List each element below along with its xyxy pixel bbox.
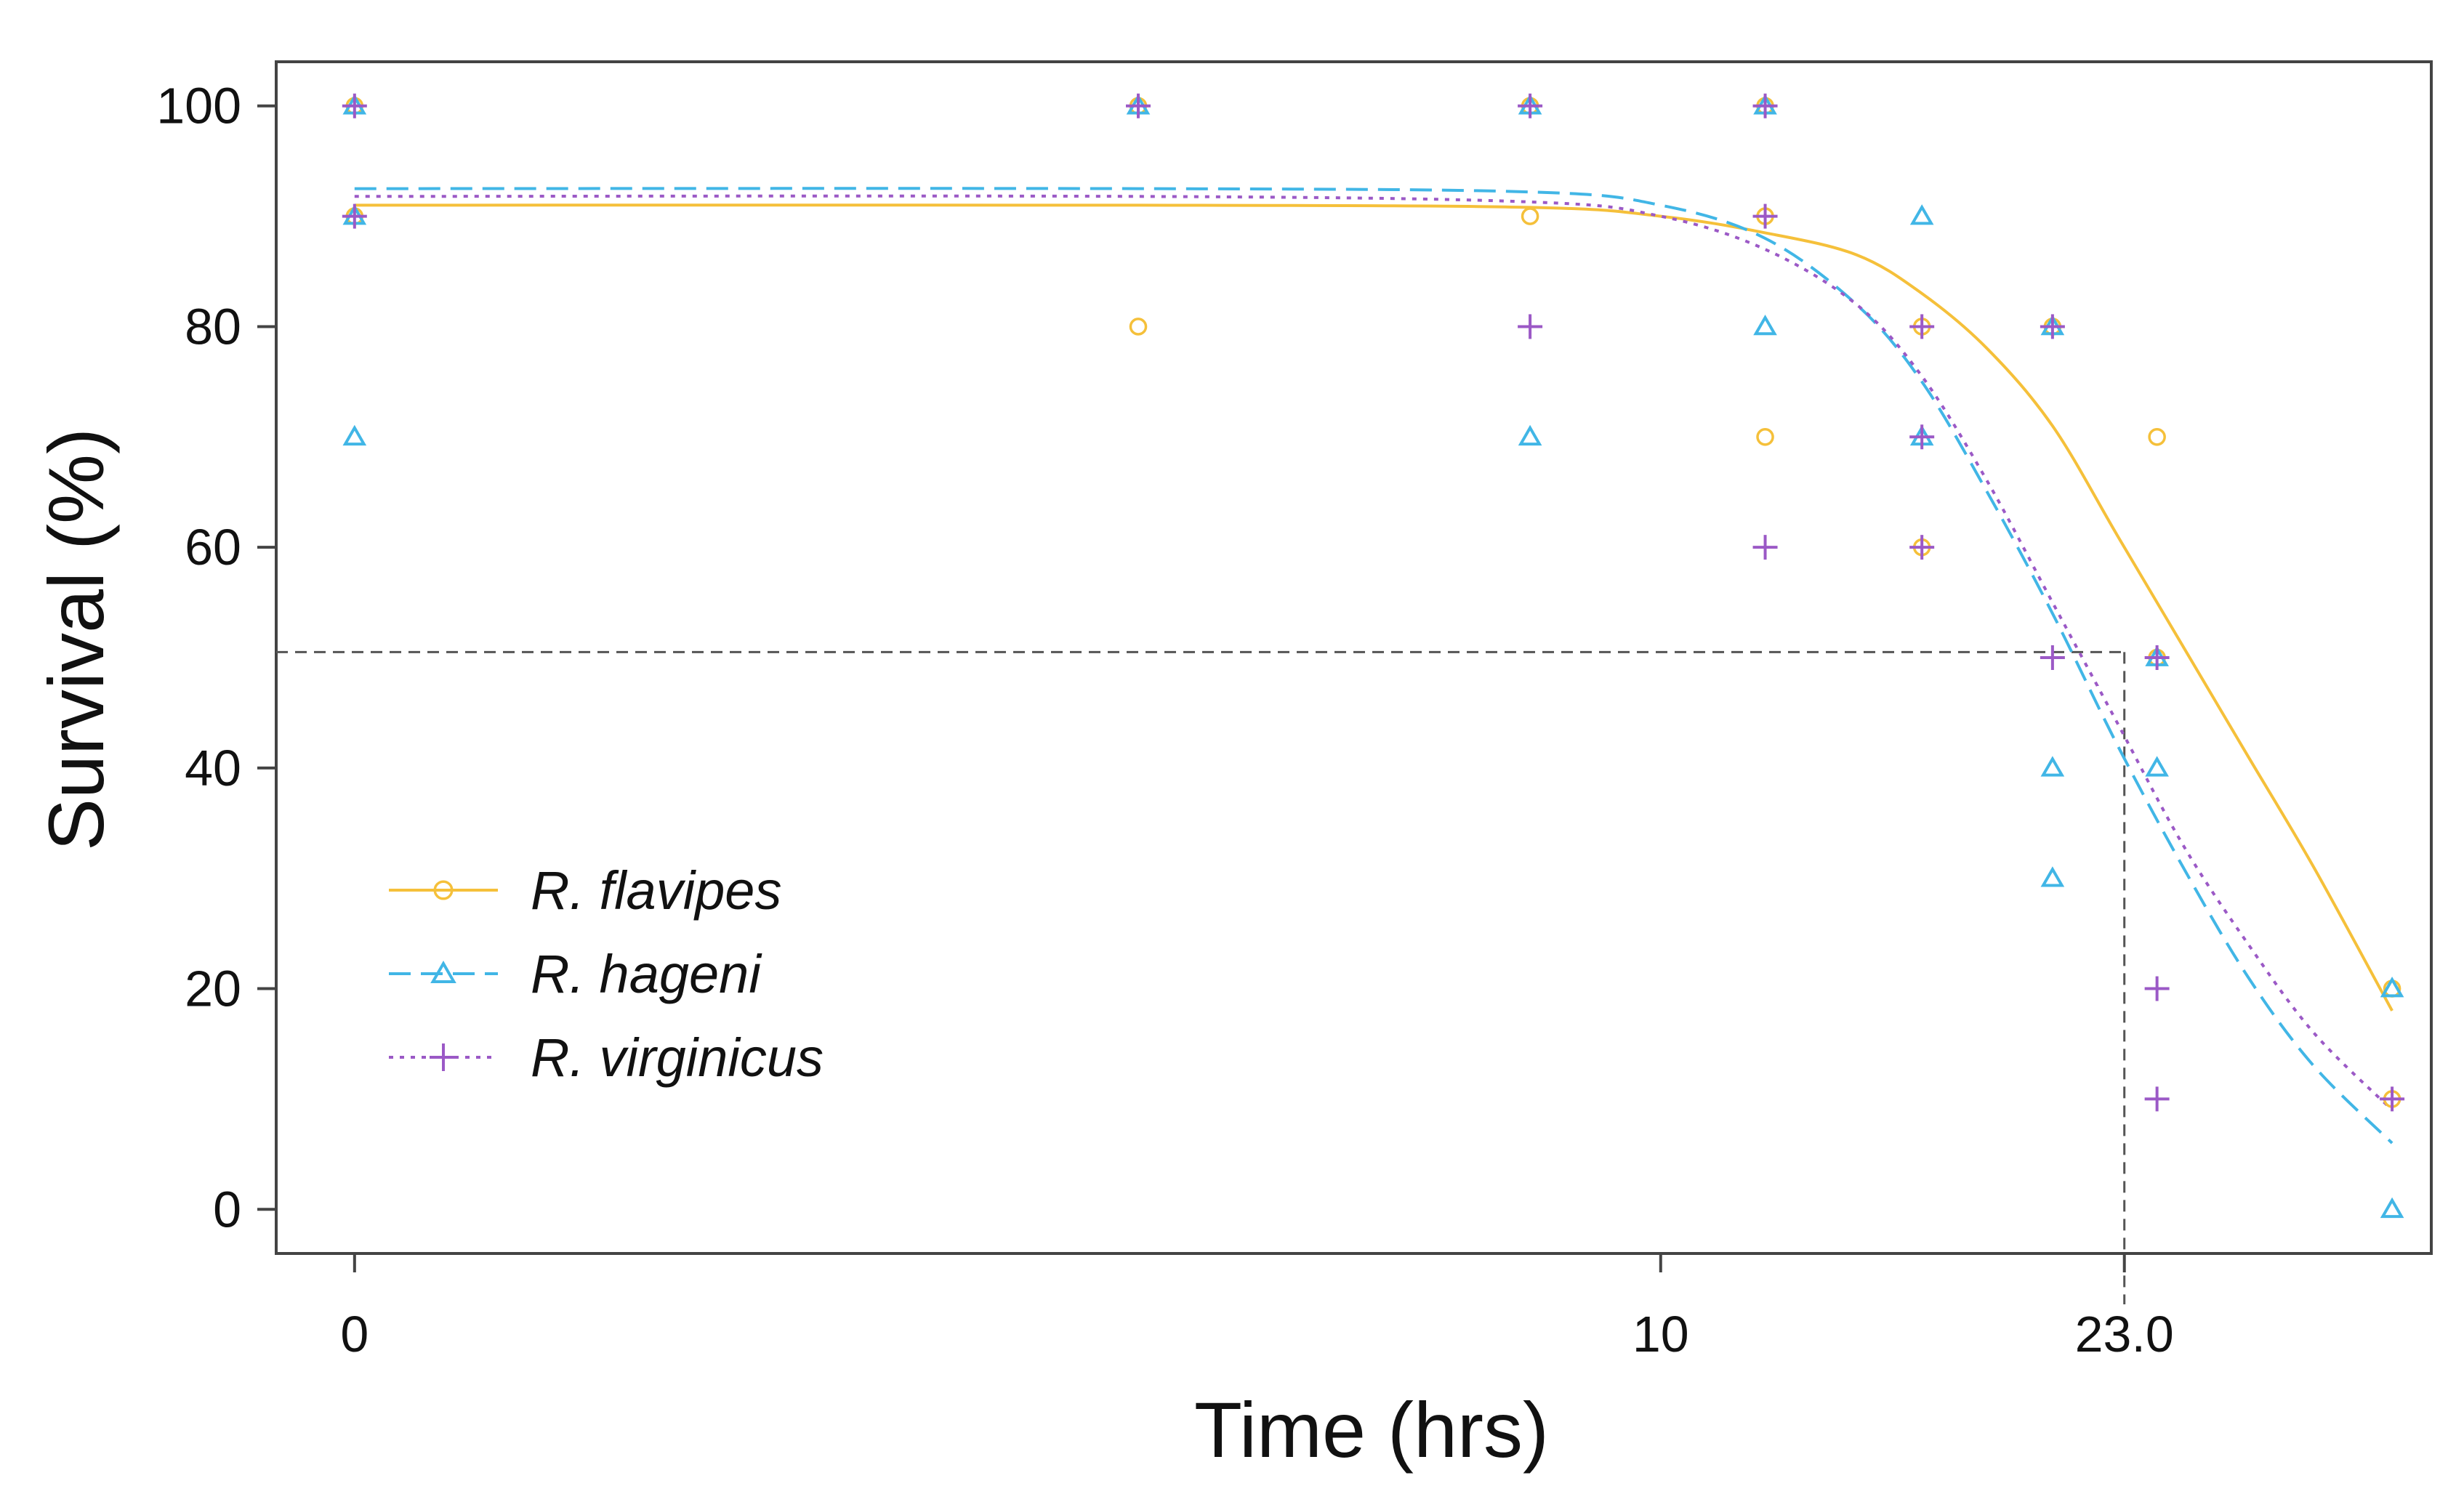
data-points bbox=[342, 93, 2405, 1219]
point-r--hageni bbox=[2380, 977, 2404, 998]
y-tick-label: 0 bbox=[213, 1181, 241, 1237]
point-r--virginicus bbox=[2040, 645, 2065, 670]
point-r--hageni bbox=[2040, 756, 2065, 777]
point-r--virginicus bbox=[2144, 645, 2170, 670]
point-r--virginicus bbox=[1126, 93, 1151, 118]
x-tick-label: 10 bbox=[1632, 1306, 1689, 1362]
fit-curves bbox=[354, 187, 2393, 1144]
point-r--flavipes bbox=[2148, 428, 2166, 446]
legend-item-r--virginicus: R. virginicus bbox=[389, 1027, 824, 1088]
point-r--virginicus bbox=[2144, 1086, 2170, 1112]
y-axis-title: Survival (%) bbox=[32, 428, 120, 851]
point-r--virginicus bbox=[2380, 1086, 2405, 1112]
point-r--virginicus bbox=[1752, 203, 1778, 229]
point-r--hageni bbox=[2040, 866, 2065, 887]
point-r--virginicus bbox=[1752, 93, 1778, 118]
x-tick-label: 0 bbox=[340, 1306, 369, 1362]
x-tick-label: 23.0 bbox=[2075, 1306, 2174, 1362]
point-r--hageni bbox=[1753, 314, 1777, 336]
point-r--flavipes bbox=[1756, 428, 1774, 446]
legend-label: R. flavipes bbox=[531, 860, 781, 921]
point-r--hageni bbox=[2380, 1197, 2404, 1219]
point-r--virginicus bbox=[1909, 535, 1935, 560]
legend-label: R. hageni bbox=[531, 944, 762, 1004]
y-tick-label: 40 bbox=[185, 740, 241, 796]
axes: 0 20 40 60 80 100 0 10 23.0 bbox=[156, 78, 2174, 1362]
legend-label: R. virginicus bbox=[531, 1027, 824, 1088]
point-r--virginicus bbox=[1752, 535, 1778, 560]
point-r--hageni bbox=[342, 424, 367, 446]
point-r--flavipes bbox=[1129, 318, 1148, 336]
point-r--flavipes bbox=[1521, 207, 1539, 225]
point-r--virginicus bbox=[1909, 424, 1935, 450]
reference-lines bbox=[276, 650, 2126, 1304]
y-tick-label: 20 bbox=[185, 961, 241, 1017]
legend-item-r--hageni: R. hageni bbox=[389, 944, 762, 1004]
x-axis-title: Time (hrs) bbox=[1194, 1386, 1549, 1474]
legend-marker bbox=[430, 961, 456, 983]
y-tick-label: 60 bbox=[185, 519, 241, 576]
point-r--hageni bbox=[1518, 424, 1542, 446]
fit-curve-r--hageni bbox=[354, 187, 2393, 1144]
point-r--virginicus bbox=[1518, 93, 1543, 118]
legend: R. flavipes R. hageni R. virginicus bbox=[389, 860, 824, 1088]
point-r--virginicus bbox=[2040, 314, 2065, 339]
legend-marker bbox=[433, 880, 454, 900]
point-r--virginicus bbox=[2144, 976, 2170, 1001]
point-r--virginicus bbox=[1909, 314, 1935, 339]
point-r--hageni bbox=[1909, 204, 1934, 225]
y-tick-label: 80 bbox=[185, 298, 241, 355]
point-r--virginicus bbox=[342, 93, 367, 118]
legend-marker bbox=[430, 1043, 457, 1071]
plot-frame bbox=[275, 60, 2433, 1255]
point-r--virginicus bbox=[1518, 314, 1543, 339]
fit-curve-r--flavipes bbox=[354, 203, 2393, 1011]
legend-item-r--flavipes: R. flavipes bbox=[389, 860, 781, 921]
y-tick-label: 100 bbox=[156, 78, 241, 134]
point-r--virginicus bbox=[342, 203, 367, 229]
point-r--hageni bbox=[2145, 756, 2169, 777]
